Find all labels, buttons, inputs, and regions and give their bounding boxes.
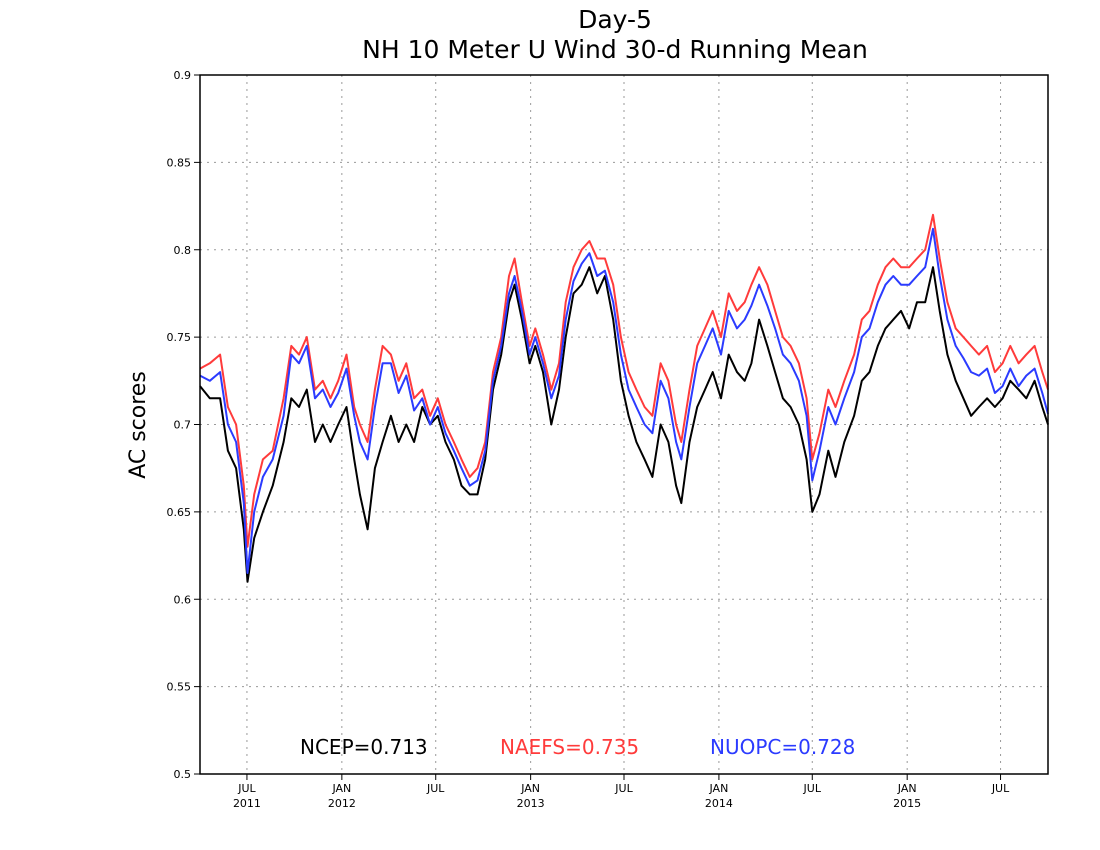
- y-tick-label: 0.9: [174, 69, 192, 82]
- x-tick-label-year: 2012: [328, 797, 356, 810]
- series-group: [199, 213, 1049, 583]
- legend: NCEP=0.713 NAEFS=0.735 NUOPC=0.728: [300, 735, 855, 759]
- x-tick-label-month: JAN: [897, 782, 917, 795]
- x-tick-label-month: JUL: [237, 782, 256, 795]
- x-tick-label-month: JUL: [426, 782, 445, 795]
- x-tick-label-month: JUL: [614, 782, 633, 795]
- x-tick-label-month: JAN: [520, 782, 540, 795]
- series-line-naefs: [199, 213, 1049, 548]
- y-axis-label: AC scores: [126, 371, 151, 479]
- y-tick-label: 0.7: [174, 419, 192, 432]
- y-tick-label: 0.85: [167, 156, 192, 169]
- series-mean-label-nuopc: NUOPC=0.728: [710, 735, 855, 759]
- y-tick-label: 0.8: [174, 244, 192, 257]
- y-tick-label: 0.6: [174, 593, 192, 606]
- x-axis: JUL 2011 JAN 2012 JUL JAN 2013 JUL JAN 2014 JUL JAN…: [233, 774, 1010, 810]
- series-mean-label-naefs: NAEFS=0.735: [500, 735, 639, 759]
- grid: [200, 75, 1048, 774]
- x-tick-label-month: JAN: [709, 782, 729, 795]
- x-tick-label-month: JUL: [991, 782, 1010, 795]
- series-line-ncep: [199, 266, 1049, 583]
- chart-title: Day-5: [578, 5, 652, 34]
- x-tick-label-year: 2015: [893, 797, 921, 810]
- y-tick-label: 0.5: [174, 768, 192, 781]
- x-tick-label-month: JUL: [803, 782, 822, 795]
- series-mean-label-ncep: NCEP=0.713: [300, 735, 428, 759]
- series-line-nuopc: [199, 227, 1049, 574]
- x-tick-label-month: JAN: [331, 782, 351, 795]
- chart-subtitle: NH 10 Meter U Wind 30-d Running Mean: [362, 35, 868, 64]
- y-tick-label: 0.55: [167, 681, 192, 694]
- y-tick-label: 0.75: [167, 331, 192, 344]
- x-tick-label-year: 2011: [233, 797, 261, 810]
- x-tick-label-year: 2013: [517, 797, 545, 810]
- y-tick-label: 0.65: [167, 506, 192, 519]
- x-tick-label-year: 2014: [705, 797, 733, 810]
- y-axis: 0.5 0.55 0.6 0.65 0.7 0.75 0.8 0.85 0.9: [167, 69, 200, 781]
